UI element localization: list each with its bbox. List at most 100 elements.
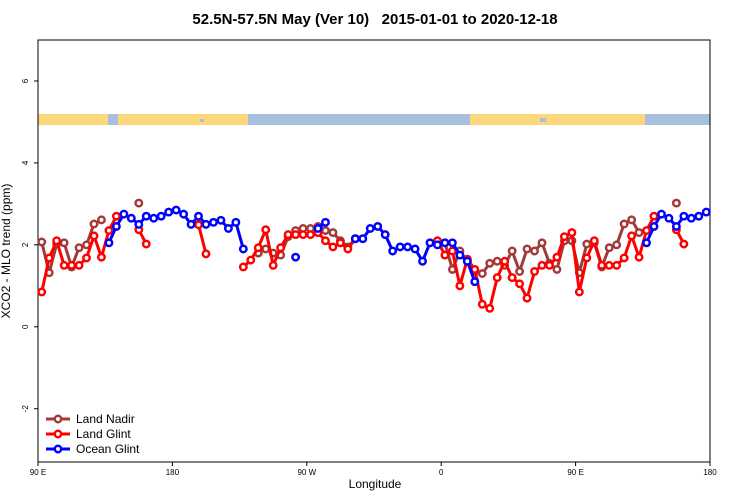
- data-point: [388, 246, 398, 256]
- data-point: [492, 273, 502, 283]
- data-point: [216, 215, 226, 225]
- data-point: [500, 256, 510, 266]
- data-point: [522, 244, 532, 254]
- data-point: [455, 250, 465, 260]
- data-point: [238, 244, 248, 254]
- plot-frame: [37, 39, 711, 463]
- data-point: [306, 230, 315, 240]
- data-point: [462, 256, 472, 266]
- data-point: [111, 221, 121, 231]
- data-point: [104, 238, 114, 248]
- data-point: [657, 209, 666, 219]
- data-point: [477, 269, 487, 278]
- legend-marker: [53, 414, 63, 424]
- data-point: [89, 219, 99, 229]
- data-point: [395, 242, 405, 252]
- data-point: [134, 219, 144, 229]
- data-point: [485, 258, 495, 268]
- data-point: [686, 213, 696, 223]
- data-point: [59, 260, 69, 270]
- data-point: [321, 236, 330, 246]
- data-point: [679, 239, 689, 249]
- data-point: [59, 238, 69, 248]
- data-point: [440, 238, 450, 248]
- data-point: [343, 244, 353, 254]
- data-point: [634, 252, 644, 262]
- data-point: [373, 221, 383, 231]
- data-point: [530, 246, 539, 256]
- x-tick-label: 90 E: [30, 468, 46, 477]
- data-point: [104, 226, 114, 235]
- data-point: [52, 236, 62, 246]
- data-point: [634, 228, 644, 238]
- data-point: [283, 230, 293, 240]
- data-point: [97, 252, 106, 262]
- legend-marker: [53, 429, 63, 439]
- data-point: [559, 232, 569, 242]
- data-point: [231, 217, 241, 227]
- data-point: [119, 209, 129, 219]
- data-point: [82, 253, 91, 263]
- data-point: [186, 219, 196, 229]
- data-point: [238, 262, 248, 272]
- legend-label: Land Glint: [76, 427, 131, 441]
- data-point: [619, 253, 629, 263]
- data-point: [246, 255, 256, 265]
- data-point: [574, 287, 584, 297]
- data-point: [410, 244, 420, 254]
- data-point: [589, 236, 599, 246]
- data-point: [642, 226, 651, 235]
- x-tick-label: 180: [703, 468, 717, 477]
- data-point: [141, 239, 151, 249]
- data-point: [477, 299, 487, 309]
- data-point: [492, 256, 502, 266]
- data-point: [582, 253, 592, 263]
- data-point: [74, 243, 84, 253]
- data-point: [649, 211, 659, 221]
- data-point: [455, 281, 465, 291]
- data-point: [418, 256, 427, 266]
- data-point: [642, 238, 651, 248]
- x-tick-label: 0: [439, 468, 444, 477]
- data-point: [671, 221, 681, 231]
- data-point: [403, 242, 413, 252]
- data-point: [515, 267, 525, 276]
- data-point: [597, 260, 607, 270]
- legend-marker: [53, 444, 63, 454]
- data-point: [694, 211, 704, 221]
- data-point: [149, 213, 159, 223]
- y-tick-label: 0: [21, 324, 30, 329]
- data-point: [194, 220, 203, 230]
- data-point: [671, 198, 681, 208]
- data-point: [350, 234, 360, 244]
- data-point: [612, 240, 622, 250]
- data-point: [664, 213, 674, 223]
- y-tick-label: 6: [21, 78, 30, 83]
- data-point: [223, 224, 233, 233]
- data-point: [74, 260, 84, 270]
- data-point: [522, 293, 532, 303]
- chart-title: 52.5N-57.5N May (Ver 10) 2015-01-01 to 2…: [192, 11, 557, 28]
- data-point: [179, 209, 189, 219]
- data-point: [276, 243, 286, 253]
- data-point: [298, 230, 308, 240]
- data-point: [268, 260, 278, 270]
- data-point: [253, 243, 263, 253]
- data-point: [261, 225, 271, 235]
- land-ocean-band: [38, 114, 710, 125]
- x-tick-label: 90 W: [297, 468, 316, 477]
- data-point: [67, 260, 77, 270]
- data-point: [567, 228, 577, 238]
- data-point: [679, 211, 689, 221]
- data-point: [425, 238, 435, 248]
- data-point: [365, 224, 375, 233]
- data-point: [447, 246, 457, 256]
- data-point: [604, 243, 614, 253]
- y-tick-label: -2: [21, 405, 30, 413]
- data-point: [291, 230, 301, 240]
- data-point: [552, 264, 562, 274]
- data-point: [545, 260, 554, 270]
- data-point: [321, 217, 330, 227]
